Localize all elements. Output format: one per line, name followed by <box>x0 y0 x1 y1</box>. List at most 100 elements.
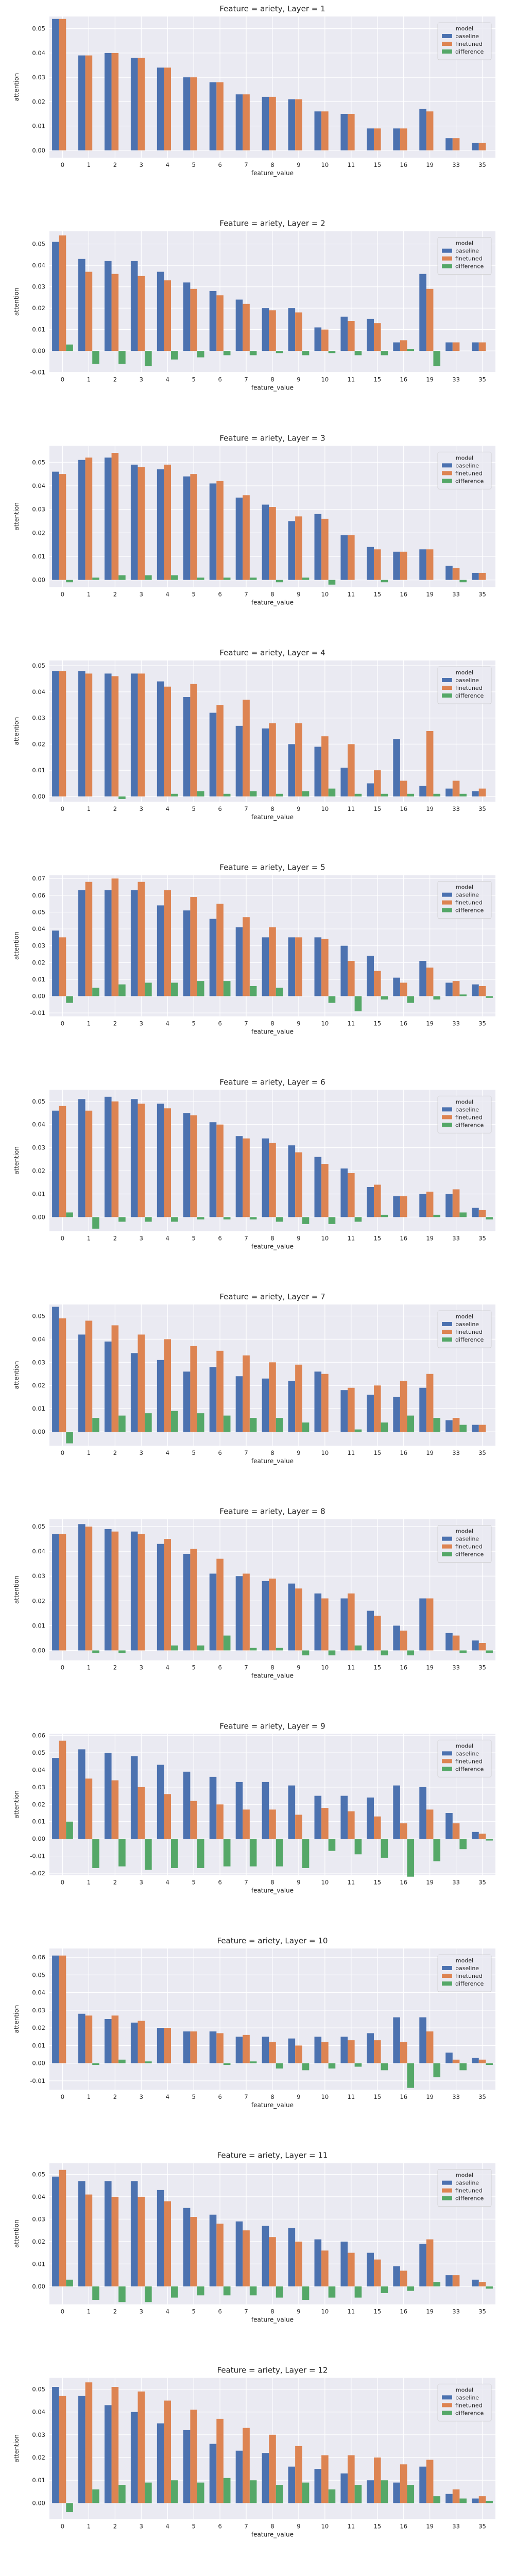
bar-finetuned-3 <box>138 2391 145 2503</box>
bar-finetuned-15 <box>373 549 381 580</box>
bar-difference-16 <box>407 2286 415 2291</box>
bar-difference-2 <box>118 575 126 580</box>
x-tick-label: 16 <box>400 1449 407 1456</box>
x-tick-label: 7 <box>244 161 248 168</box>
legend-swatch-difference <box>442 1337 452 1342</box>
chart-title: Feature = ariety, Layer = 11 <box>217 2151 328 2160</box>
x-tick-label: 7 <box>244 1878 248 1886</box>
bar-finetuned-16 <box>400 1196 407 1217</box>
legend-entry-finetuned: finetuned <box>455 256 483 262</box>
bar-baseline-2 <box>104 2019 112 2063</box>
x-tick-label: 10 <box>321 2093 329 2100</box>
legend-entry-baseline: baseline <box>455 248 479 255</box>
bar-difference-1 <box>92 578 99 580</box>
x-tick-label: 4 <box>166 2093 169 2100</box>
bar-finetuned-16 <box>400 551 407 580</box>
x-tick-label: 0 <box>61 805 64 812</box>
bar-finetuned-19 <box>426 1809 434 1839</box>
bar-difference-33 <box>459 994 467 996</box>
bar-difference-7 <box>249 1418 257 1432</box>
x-tick-label: 33 <box>452 590 460 598</box>
y-axis-label: attention <box>13 1790 20 1819</box>
bar-finetuned-8 <box>269 2434 276 2503</box>
x-tick-label: 3 <box>140 376 143 383</box>
bar-baseline-5 <box>183 1553 191 1651</box>
bar-baseline-10 <box>314 1795 322 1839</box>
x-tick-label: 33 <box>452 1449 460 1456</box>
bar-baseline-7 <box>235 1376 243 1432</box>
x-tick-label: 16 <box>400 1020 407 1027</box>
bar-baseline-10 <box>314 1371 322 1432</box>
x-tick-label: 3 <box>140 1664 143 1671</box>
bar-finetuned-10 <box>321 1164 329 1217</box>
bar-baseline-5 <box>183 910 191 996</box>
chart-panel-layer-3: Feature = ariety, Layer = 3 0.00 0.01 0.02 0… <box>13 433 495 606</box>
bar-baseline-5 <box>183 77 191 150</box>
bar-difference-33 <box>459 2498 467 2503</box>
chart-title: Feature = ariety, Layer = 8 <box>219 1507 325 1516</box>
bar-difference-15 <box>381 996 388 1000</box>
y-axis-label: attention <box>13 2434 20 2463</box>
bar-baseline-9 <box>288 1583 296 1651</box>
bar-difference-2 <box>118 984 126 996</box>
y-tick-label: 0.04 <box>32 262 45 269</box>
bar-difference-9 <box>302 1650 310 1656</box>
bar-difference-7 <box>249 2061 257 2063</box>
bar-finetuned-35 <box>478 143 486 150</box>
y-tick-label: 0.00 <box>32 577 45 584</box>
bar-difference-7 <box>249 2286 257 2296</box>
bar-baseline-33 <box>445 566 453 580</box>
bar-difference-3 <box>145 2286 152 2302</box>
bar-difference-3 <box>145 2482 152 2503</box>
bar-finetuned-33 <box>452 2059 460 2063</box>
bar-baseline-2 <box>104 1341 112 1432</box>
y-tick-label: 0.04 <box>32 688 45 696</box>
x-tick-label: 1 <box>87 1878 91 1886</box>
bar-baseline-2 <box>104 1753 112 1839</box>
bar-baseline-0 <box>52 2176 59 2286</box>
bar-finetuned-16 <box>400 2270 407 2286</box>
bar-difference-5 <box>197 1217 204 1219</box>
x-tick-label: 3 <box>140 161 143 168</box>
bar-finetuned-11 <box>348 1387 355 1432</box>
bar-baseline-4 <box>157 2190 164 2286</box>
x-tick-label: 7 <box>244 1020 248 1027</box>
bar-baseline-5 <box>183 1371 191 1432</box>
bar-baseline-4 <box>157 1104 164 1217</box>
legend-swatch-baseline <box>442 248 452 253</box>
y-tick-label: 0.01 <box>32 1622 45 1629</box>
x-tick-label: 2 <box>113 1664 117 1671</box>
bar-finetuned-15 <box>373 323 381 351</box>
bar-difference-3 <box>145 982 152 996</box>
bar-baseline-2 <box>104 2405 112 2503</box>
chart-panel-layer-11: Feature = ariety, Layer = 11 0.00 0.01 0.02… <box>13 2151 495 2324</box>
x-tick-label: 11 <box>348 590 355 598</box>
y-tick-label: 0.04 <box>32 482 45 489</box>
bar-difference-1 <box>92 1839 99 1868</box>
bar-difference-15 <box>381 793 388 796</box>
y-tick-label: 0.03 <box>32 1784 45 1791</box>
bar-finetuned-33 <box>452 2275 460 2286</box>
bar-baseline-33 <box>445 1813 453 1839</box>
x-tick-label: 19 <box>426 2093 434 2100</box>
legend-entry-baseline: baseline <box>455 892 479 899</box>
bar-baseline-6 <box>209 713 217 796</box>
bar-baseline-8 <box>262 728 269 796</box>
bar-difference-16 <box>407 793 415 796</box>
bar-difference-4 <box>171 1411 178 1432</box>
bar-baseline-19 <box>419 2017 426 2063</box>
bar-finetuned-19 <box>426 111 434 150</box>
bar-baseline-1 <box>78 259 85 351</box>
bar-difference-8 <box>276 2286 283 2298</box>
y-tick-label: 0.05 <box>32 1098 45 1105</box>
bar-baseline-10 <box>314 2469 322 2503</box>
bar-baseline-35 <box>472 342 479 351</box>
legend-swatch-baseline <box>442 2395 452 2400</box>
x-tick-label: 35 <box>478 2308 486 2315</box>
bar-finetuned-5 <box>190 1549 197 1651</box>
bar-baseline-10 <box>314 514 322 580</box>
x-tick-label: 1 <box>87 1449 91 1456</box>
bar-finetuned-19 <box>426 968 434 996</box>
bar-finetuned-15 <box>373 770 381 796</box>
bar-finetuned-16 <box>400 2464 407 2503</box>
